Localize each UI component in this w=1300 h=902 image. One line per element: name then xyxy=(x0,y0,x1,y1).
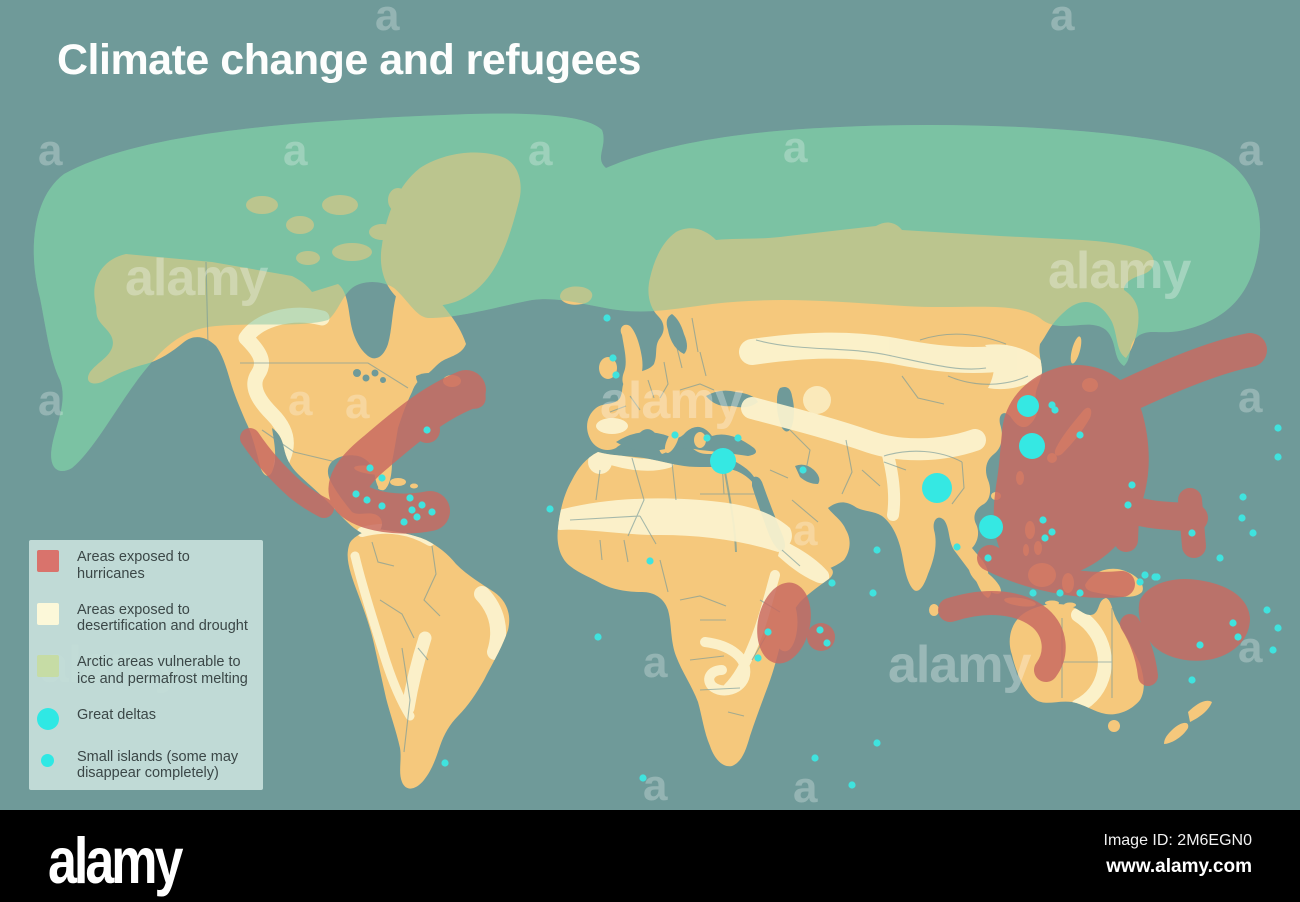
alamy-logo: alamy xyxy=(48,825,183,898)
legend-item-desertification: Areas exposed to desertification and dro… xyxy=(37,602,255,635)
alamy-url: www.alamy.com xyxy=(1106,856,1252,877)
svg-text:a: a xyxy=(288,376,313,425)
page-title: Climate change and refugees xyxy=(57,36,641,84)
svg-text:a: a xyxy=(1050,0,1075,40)
svg-text:a: a xyxy=(38,126,63,175)
hurricane-areas xyxy=(240,333,1267,686)
svg-text:alamy: alamy xyxy=(600,372,744,430)
legend-item-islands: Small islands (some may disappear comple… xyxy=(37,749,255,782)
svg-text:a: a xyxy=(283,126,308,175)
legend-label: Areas exposed to hurricanes xyxy=(77,549,190,582)
svg-text:a: a xyxy=(38,376,63,425)
legend-item-hurricanes: Areas exposed to hurricanes xyxy=(37,549,255,582)
legend-item-arctic: Arctic areas vulnerable to ice and perma… xyxy=(37,654,255,687)
svg-text:a: a xyxy=(643,761,668,810)
svg-text:alamy: alamy xyxy=(1048,242,1192,300)
delta-swatch xyxy=(37,707,59,730)
svg-text:a: a xyxy=(793,763,818,810)
legend-label: Arctic areas vulnerable to ice and perma… xyxy=(77,654,248,687)
svg-text:alamy: alamy xyxy=(125,249,269,307)
country-borders xyxy=(205,261,1113,753)
legend-item-deltas: Great deltas xyxy=(37,707,255,730)
legend-label: Areas exposed to desertification and dro… xyxy=(77,601,248,635)
hurricane-swatch xyxy=(37,550,59,572)
svg-text:alamy: alamy xyxy=(888,636,1032,694)
image-id: Image ID: 2M6EGN0 xyxy=(1103,832,1253,849)
great-delta-markers xyxy=(710,395,1045,539)
svg-text:a: a xyxy=(793,506,818,555)
footer-info: Image ID: 2M6EGN0 www.alamy.com xyxy=(1104,832,1253,878)
arctic-swatch xyxy=(37,655,59,677)
svg-text:a: a xyxy=(783,123,808,172)
svg-text:a: a xyxy=(643,638,668,687)
desertification-swatch xyxy=(37,602,59,625)
svg-text:a: a xyxy=(375,0,400,40)
legend-label: Great deltas xyxy=(77,706,156,723)
alamy-footer-bar: alamy Image ID: 2M6EGN0 www.alamy.com xyxy=(0,810,1300,902)
svg-text:a: a xyxy=(1238,126,1263,175)
small-island-markers xyxy=(352,314,1282,789)
svg-text:a: a xyxy=(528,126,553,175)
legend-label: Small islands (some may disappear comple… xyxy=(77,748,239,782)
svg-text:a: a xyxy=(345,379,370,428)
island-swatch xyxy=(41,753,54,767)
map-legend: Areas exposed to hurricanes Areas expose… xyxy=(29,540,263,790)
svg-text:a: a xyxy=(1238,623,1263,672)
svg-text:a: a xyxy=(1238,373,1263,422)
